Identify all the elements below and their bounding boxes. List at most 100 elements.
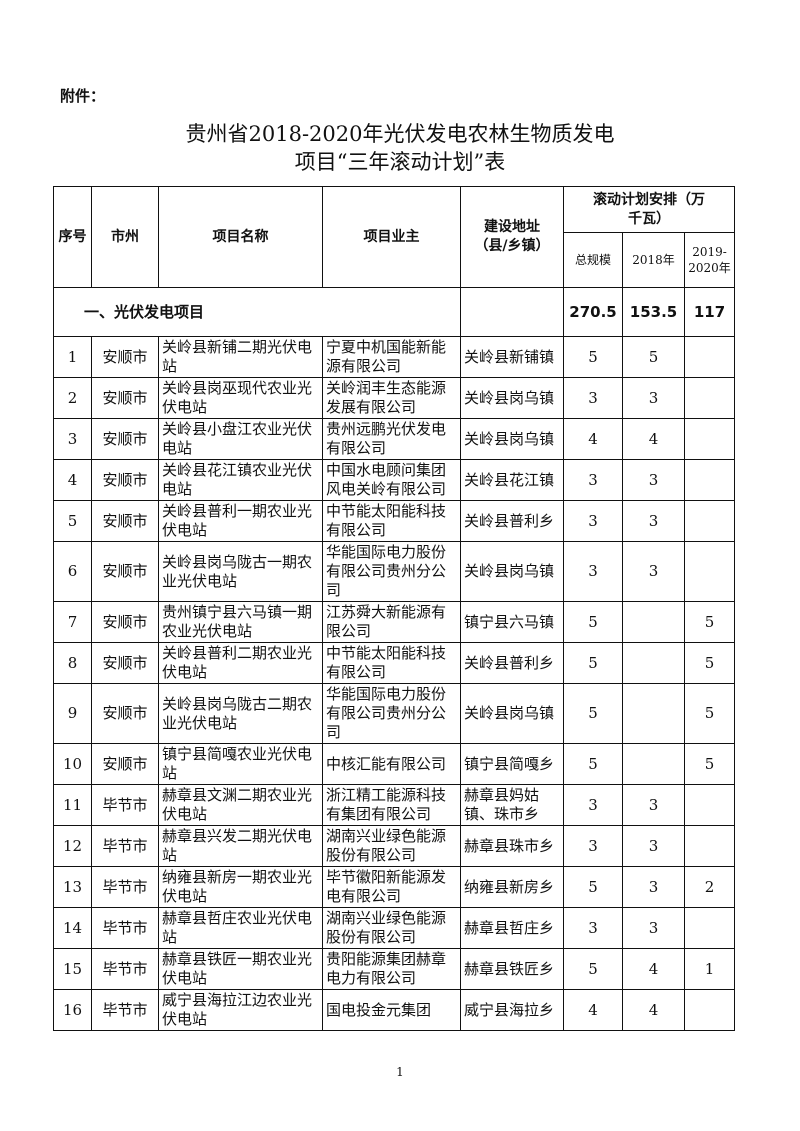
table-row: 1 安顺市 关岭县新铺二期光伏电站 宁夏中机国能新能源有限公司 关岭县新铺镇 5 5 bbox=[53, 336, 736, 378]
cell-no: 6 bbox=[53, 541, 92, 602]
header-no: 序号 bbox=[53, 186, 92, 288]
cell-address: 关岭县岗乌镇 bbox=[460, 541, 564, 602]
cell-name: 关岭县花江镇农业光伏电站 bbox=[158, 459, 323, 501]
cell-total: 5 bbox=[563, 743, 623, 785]
cell-owner: 贵阳能源集团赫章电力有限公司 bbox=[322, 948, 461, 990]
table-row: 15 毕节市 赫章县铁匠一期农业光伏电站 贵阳能源集团赫章电力有限公司 赫章县铁匠乡 5 4… bbox=[53, 948, 736, 990]
cell-no: 7 bbox=[53, 601, 92, 643]
cell-name: 关岭县岗巫现代农业光伏电站 bbox=[158, 377, 323, 419]
cell-address: 关岭县新铺镇 bbox=[460, 336, 564, 378]
cell-y2018 bbox=[622, 642, 685, 684]
cell-city: 毕节市 bbox=[91, 989, 159, 1031]
cell-city: 毕节市 bbox=[91, 907, 159, 949]
cell-no: 9 bbox=[53, 683, 92, 744]
cell-name: 镇宁县简嘎农业光伏电站 bbox=[158, 743, 323, 785]
table-row: 14 毕节市 赫章县哲庄农业光伏电站 湖南兴业绿色能源股份有限公司 赫章县哲庄乡 3 3 bbox=[53, 907, 736, 949]
section-total: 270.5 bbox=[563, 287, 623, 337]
cell-name: 关岭县岗乌陇古一期农业光伏电站 bbox=[158, 541, 323, 602]
cell-no: 15 bbox=[53, 948, 92, 990]
cell-total: 3 bbox=[563, 500, 623, 542]
cell-city: 安顺市 bbox=[91, 601, 159, 643]
cell-no: 11 bbox=[53, 784, 92, 826]
cell-y2019-2020: 5 bbox=[683, 642, 736, 684]
cell-y2018: 3 bbox=[622, 459, 685, 501]
cell-y2018: 4 bbox=[622, 989, 685, 1031]
cell-name: 赫章县铁匠一期农业光伏电站 bbox=[158, 948, 323, 990]
project-table: 序号 市州 项目名称 项目业主 建设地址（县/乡镇） 滚动计划安排（万千瓦） 总… bbox=[53, 186, 736, 1031]
table-row: 9 安顺市 关岭县岗乌陇古二期农业光伏电站 华能国际电力股份有限公司贵州分公司 关岭县岗… bbox=[53, 683, 736, 744]
cell-address: 关岭县岗乌镇 bbox=[460, 377, 564, 419]
cell-total: 5 bbox=[563, 642, 623, 684]
cell-owner: 毕节徽阳新能源发电有限公司 bbox=[322, 866, 461, 908]
cell-city: 安顺市 bbox=[91, 541, 159, 602]
table-row: 10 安顺市 镇宁县简嘎农业光伏电站 中核汇能有限公司 镇宁县简嘎乡 5 5 bbox=[53, 743, 736, 785]
cell-total: 4 bbox=[563, 989, 623, 1031]
section-label: 一、光伏发电项目 bbox=[53, 287, 461, 337]
attachment-label: 附件： bbox=[60, 87, 106, 105]
table-row: 5 安顺市 关岭县普利一期农业光伏电站 中节能太阳能科技有限公司 关岭县普利乡 3 3 bbox=[53, 500, 736, 542]
cell-no: 2 bbox=[53, 377, 92, 419]
cell-name: 贵州镇宁县六马镇一期农业光伏电站 bbox=[158, 601, 323, 643]
cell-total: 3 bbox=[563, 907, 623, 949]
table-row: 13 毕节市 纳雍县新房一期农业光伏电站 毕节徽阳新能源发电有限公司 纳雍县新房乡 5 3 2 bbox=[53, 866, 736, 908]
cell-no: 14 bbox=[53, 907, 92, 949]
cell-total: 3 bbox=[563, 825, 623, 867]
cell-name: 威宁县海拉江边农业光伏电站 bbox=[158, 989, 323, 1031]
title-line-2: 项目“三年滚动计划”表 bbox=[294, 150, 506, 174]
cell-address: 威宁县海拉乡 bbox=[460, 989, 564, 1031]
cell-address: 赫章县妈姑镇、珠市乡 bbox=[460, 784, 564, 826]
cell-y2018: 3 bbox=[622, 541, 685, 602]
table-row: 11 毕节市 赫章县文渊二期农业光伏电站 浙江精工能源科技有集团有限公司 赫章县妈姑镇、… bbox=[53, 784, 736, 826]
cell-no: 8 bbox=[53, 642, 92, 684]
cell-total: 3 bbox=[563, 459, 623, 501]
cell-y2019-2020 bbox=[683, 500, 736, 542]
header-2018: 2018年 bbox=[622, 232, 685, 288]
cell-y2019-2020 bbox=[683, 377, 736, 419]
cell-name: 关岭县普利二期农业光伏电站 bbox=[158, 642, 323, 684]
cell-address: 关岭县普利乡 bbox=[460, 500, 564, 542]
cell-city: 毕节市 bbox=[91, 784, 159, 826]
cell-y2019-2020: 2 bbox=[683, 866, 736, 908]
cell-city: 毕节市 bbox=[91, 866, 159, 908]
cell-owner: 华能国际电力股份有限公司贵州分公司 bbox=[322, 541, 461, 602]
cell-city: 毕节市 bbox=[91, 948, 159, 990]
table-row: 6 安顺市 关岭县岗乌陇古一期农业光伏电站 华能国际电力股份有限公司贵州分公司 关岭县岗… bbox=[53, 541, 736, 602]
title-line-1: 贵州省2018-2020年光伏发电农林生物质发电 bbox=[185, 122, 615, 146]
cell-total: 5 bbox=[563, 683, 623, 744]
cell-owner: 江苏舜大新能源有限公司 bbox=[322, 601, 461, 643]
cell-y2018: 3 bbox=[622, 784, 685, 826]
cell-no: 3 bbox=[53, 418, 92, 460]
table-row: 8 安顺市 关岭县普利二期农业光伏电站 中节能太阳能科技有限公司 关岭县普利乡 5 5 bbox=[53, 642, 736, 684]
cell-y2018 bbox=[622, 601, 685, 643]
section-row: 一、光伏发电项目 270.5 153.5 117 bbox=[53, 287, 736, 337]
cell-city: 安顺市 bbox=[91, 377, 159, 419]
cell-city: 安顺市 bbox=[91, 500, 159, 542]
cell-address: 赫章县铁匠乡 bbox=[460, 948, 564, 990]
cell-city: 安顺市 bbox=[91, 683, 159, 744]
cell-city: 安顺市 bbox=[91, 336, 159, 378]
cell-no: 4 bbox=[53, 459, 92, 501]
cell-y2018: 3 bbox=[622, 500, 685, 542]
cell-y2018: 3 bbox=[622, 866, 685, 908]
table-row: 4 安顺市 关岭县花江镇农业光伏电站 中国水电顾问集团风电关岭有限公司 关岭县花江镇 3 3 bbox=[53, 459, 736, 501]
cell-name: 赫章县文渊二期农业光伏电站 bbox=[158, 784, 323, 826]
cell-y2018: 3 bbox=[622, 377, 685, 419]
cell-no: 5 bbox=[53, 500, 92, 542]
cell-total: 3 bbox=[563, 541, 623, 602]
cell-address: 赫章县哲庄乡 bbox=[460, 907, 564, 949]
cell-y2019-2020: 1 bbox=[683, 948, 736, 990]
cell-no: 13 bbox=[53, 866, 92, 908]
cell-y2019-2020 bbox=[683, 784, 736, 826]
header-city: 市州 bbox=[91, 186, 159, 288]
cell-address: 关岭县花江镇 bbox=[460, 459, 564, 501]
section-2019-2020: 117 bbox=[683, 287, 736, 337]
cell-no: 1 bbox=[53, 336, 92, 378]
header-owner: 项目业主 bbox=[322, 186, 461, 288]
cell-total: 3 bbox=[563, 377, 623, 419]
cell-owner: 中节能太阳能科技有限公司 bbox=[322, 500, 461, 542]
table-row: 2 安顺市 关岭县岗巫现代农业光伏电站 关岭润丰生态能源发展有限公司 关岭县岗乌镇 3 3 bbox=[53, 377, 736, 419]
header-total: 总规模 bbox=[563, 232, 623, 288]
cell-owner: 中国水电顾问集团风电关岭有限公司 bbox=[322, 459, 461, 501]
cell-address: 关岭县普利乡 bbox=[460, 642, 564, 684]
